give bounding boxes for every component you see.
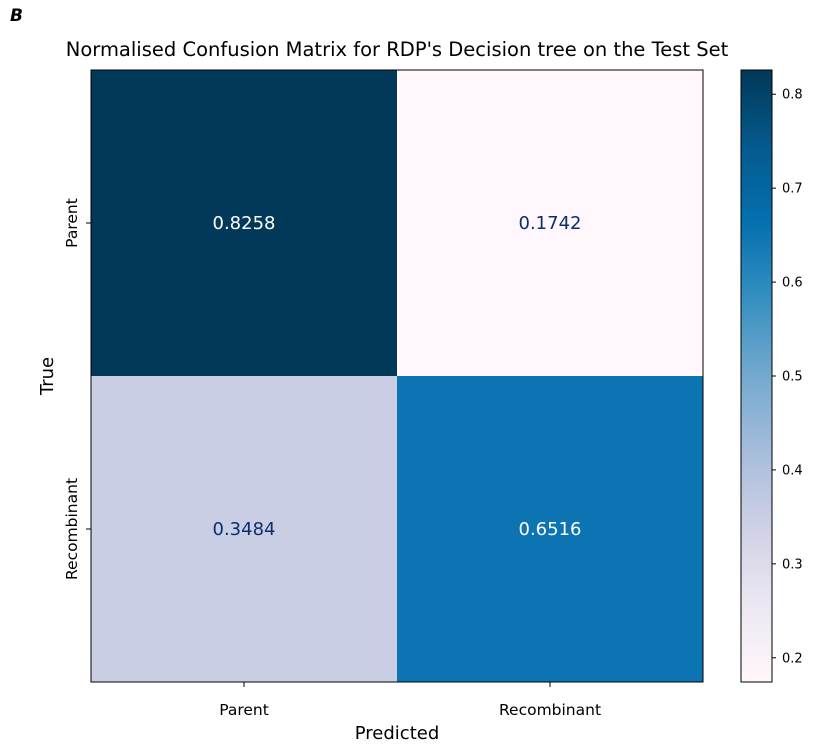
colorbar-tick-label: 0.6	[782, 276, 803, 291]
y-tick-label: Recombinant	[63, 478, 81, 580]
colorbar-ticks: 0.2 0.3 0.4 0.5 0.6 0.7 0.8	[772, 88, 803, 666]
cell-value-label: 0.3484	[213, 519, 276, 540]
cell-value-label: 0.6516	[519, 519, 582, 540]
plot-frame	[90, 69, 704, 683]
heatmap-cells: 0.8258 0.1742 0.3484 0.6516	[91, 70, 703, 682]
cell-value-label: 0.1742	[519, 213, 582, 234]
colorbar-tick-label: 0.3	[782, 557, 803, 572]
y-tick-label: Parent	[63, 198, 81, 248]
colorbar-tick-label: 0.5	[782, 370, 803, 385]
colorbar	[740, 69, 773, 683]
x-axis-ticks: Parent Recombinant	[219, 682, 601, 719]
colorbar-tick-label: 0.2	[782, 651, 803, 666]
heatmap-cell	[91, 70, 397, 376]
heatmap-cell	[397, 376, 703, 682]
y-axis-label: True	[37, 357, 58, 396]
y-axis-ticks: Parent Recombinant	[63, 198, 91, 580]
heatmap-cell	[91, 376, 397, 682]
chart-title: Normalised Confusion Matrix for RDP's De…	[66, 38, 729, 61]
colorbar-tick-label: 0.7	[782, 182, 803, 197]
panel-label: B	[10, 6, 23, 26]
heatmap-cell	[397, 70, 703, 376]
x-tick-label: Recombinant	[499, 701, 601, 719]
cell-value-label: 0.8258	[213, 213, 276, 234]
x-tick-label: Parent	[219, 701, 269, 719]
colorbar-tick-label: 0.4	[782, 463, 803, 478]
x-axis-label: Predicted	[355, 723, 440, 744]
colorbar-tick-label: 0.8	[782, 88, 803, 103]
